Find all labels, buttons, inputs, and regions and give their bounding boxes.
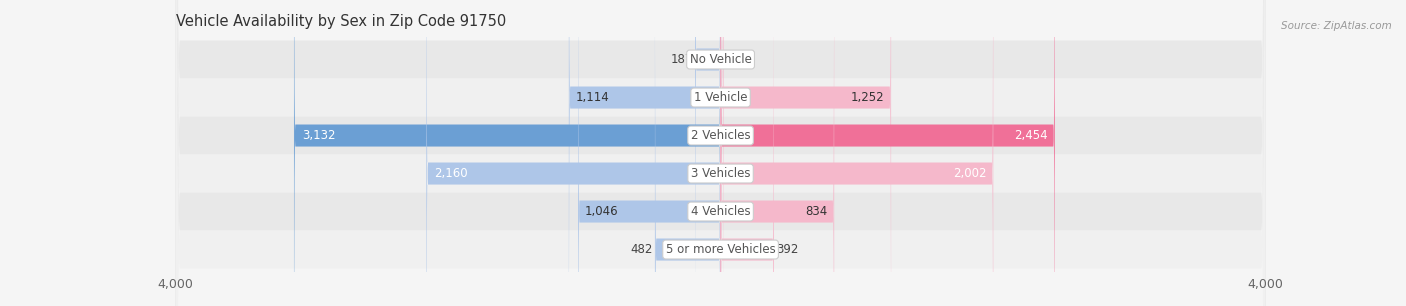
FancyBboxPatch shape [578, 0, 721, 306]
FancyBboxPatch shape [176, 0, 1265, 306]
FancyBboxPatch shape [695, 0, 721, 306]
Text: 2 Vehicles: 2 Vehicles [690, 129, 751, 142]
FancyBboxPatch shape [176, 0, 1265, 306]
Text: Source: ZipAtlas.com: Source: ZipAtlas.com [1281, 21, 1392, 32]
FancyBboxPatch shape [569, 0, 721, 306]
Text: 482: 482 [630, 243, 652, 256]
FancyBboxPatch shape [176, 0, 1265, 306]
FancyBboxPatch shape [176, 0, 1265, 306]
FancyBboxPatch shape [721, 0, 993, 306]
Text: 2,160: 2,160 [434, 167, 468, 180]
Text: 1,046: 1,046 [585, 205, 619, 218]
Text: 1,114: 1,114 [575, 91, 609, 104]
Text: 5 or more Vehicles: 5 or more Vehicles [665, 243, 776, 256]
FancyBboxPatch shape [721, 0, 891, 306]
FancyBboxPatch shape [655, 0, 721, 306]
Text: 2,002: 2,002 [953, 167, 987, 180]
FancyBboxPatch shape [426, 0, 721, 306]
Text: 3,132: 3,132 [302, 129, 336, 142]
FancyBboxPatch shape [176, 0, 1265, 306]
Text: 2,454: 2,454 [1014, 129, 1047, 142]
FancyBboxPatch shape [721, 0, 1054, 306]
FancyBboxPatch shape [294, 0, 721, 306]
Text: 1 Vehicle: 1 Vehicle [693, 91, 748, 104]
FancyBboxPatch shape [721, 0, 773, 306]
FancyBboxPatch shape [721, 0, 834, 306]
Text: No Vehicle: No Vehicle [689, 53, 752, 66]
Text: 187: 187 [671, 53, 693, 66]
FancyBboxPatch shape [721, 0, 724, 306]
Text: 1,252: 1,252 [851, 91, 884, 104]
Text: 22: 22 [725, 53, 741, 66]
FancyBboxPatch shape [176, 0, 1265, 306]
Text: 3 Vehicles: 3 Vehicles [690, 167, 751, 180]
Text: 834: 834 [806, 205, 827, 218]
Text: 4 Vehicles: 4 Vehicles [690, 205, 751, 218]
Text: Vehicle Availability by Sex in Zip Code 91750: Vehicle Availability by Sex in Zip Code … [176, 13, 506, 28]
Text: 392: 392 [776, 243, 799, 256]
